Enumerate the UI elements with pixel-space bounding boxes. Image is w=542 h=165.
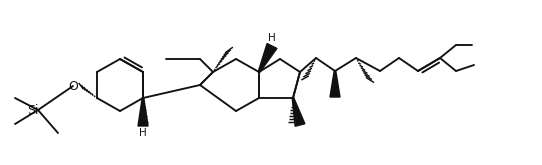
Text: H: H [268, 33, 276, 43]
Text: O: O [68, 80, 78, 93]
Polygon shape [330, 71, 340, 97]
Polygon shape [292, 98, 305, 126]
Polygon shape [259, 44, 277, 72]
Polygon shape [138, 98, 148, 126]
Text: H: H [139, 128, 147, 138]
Text: Si: Si [27, 103, 38, 116]
